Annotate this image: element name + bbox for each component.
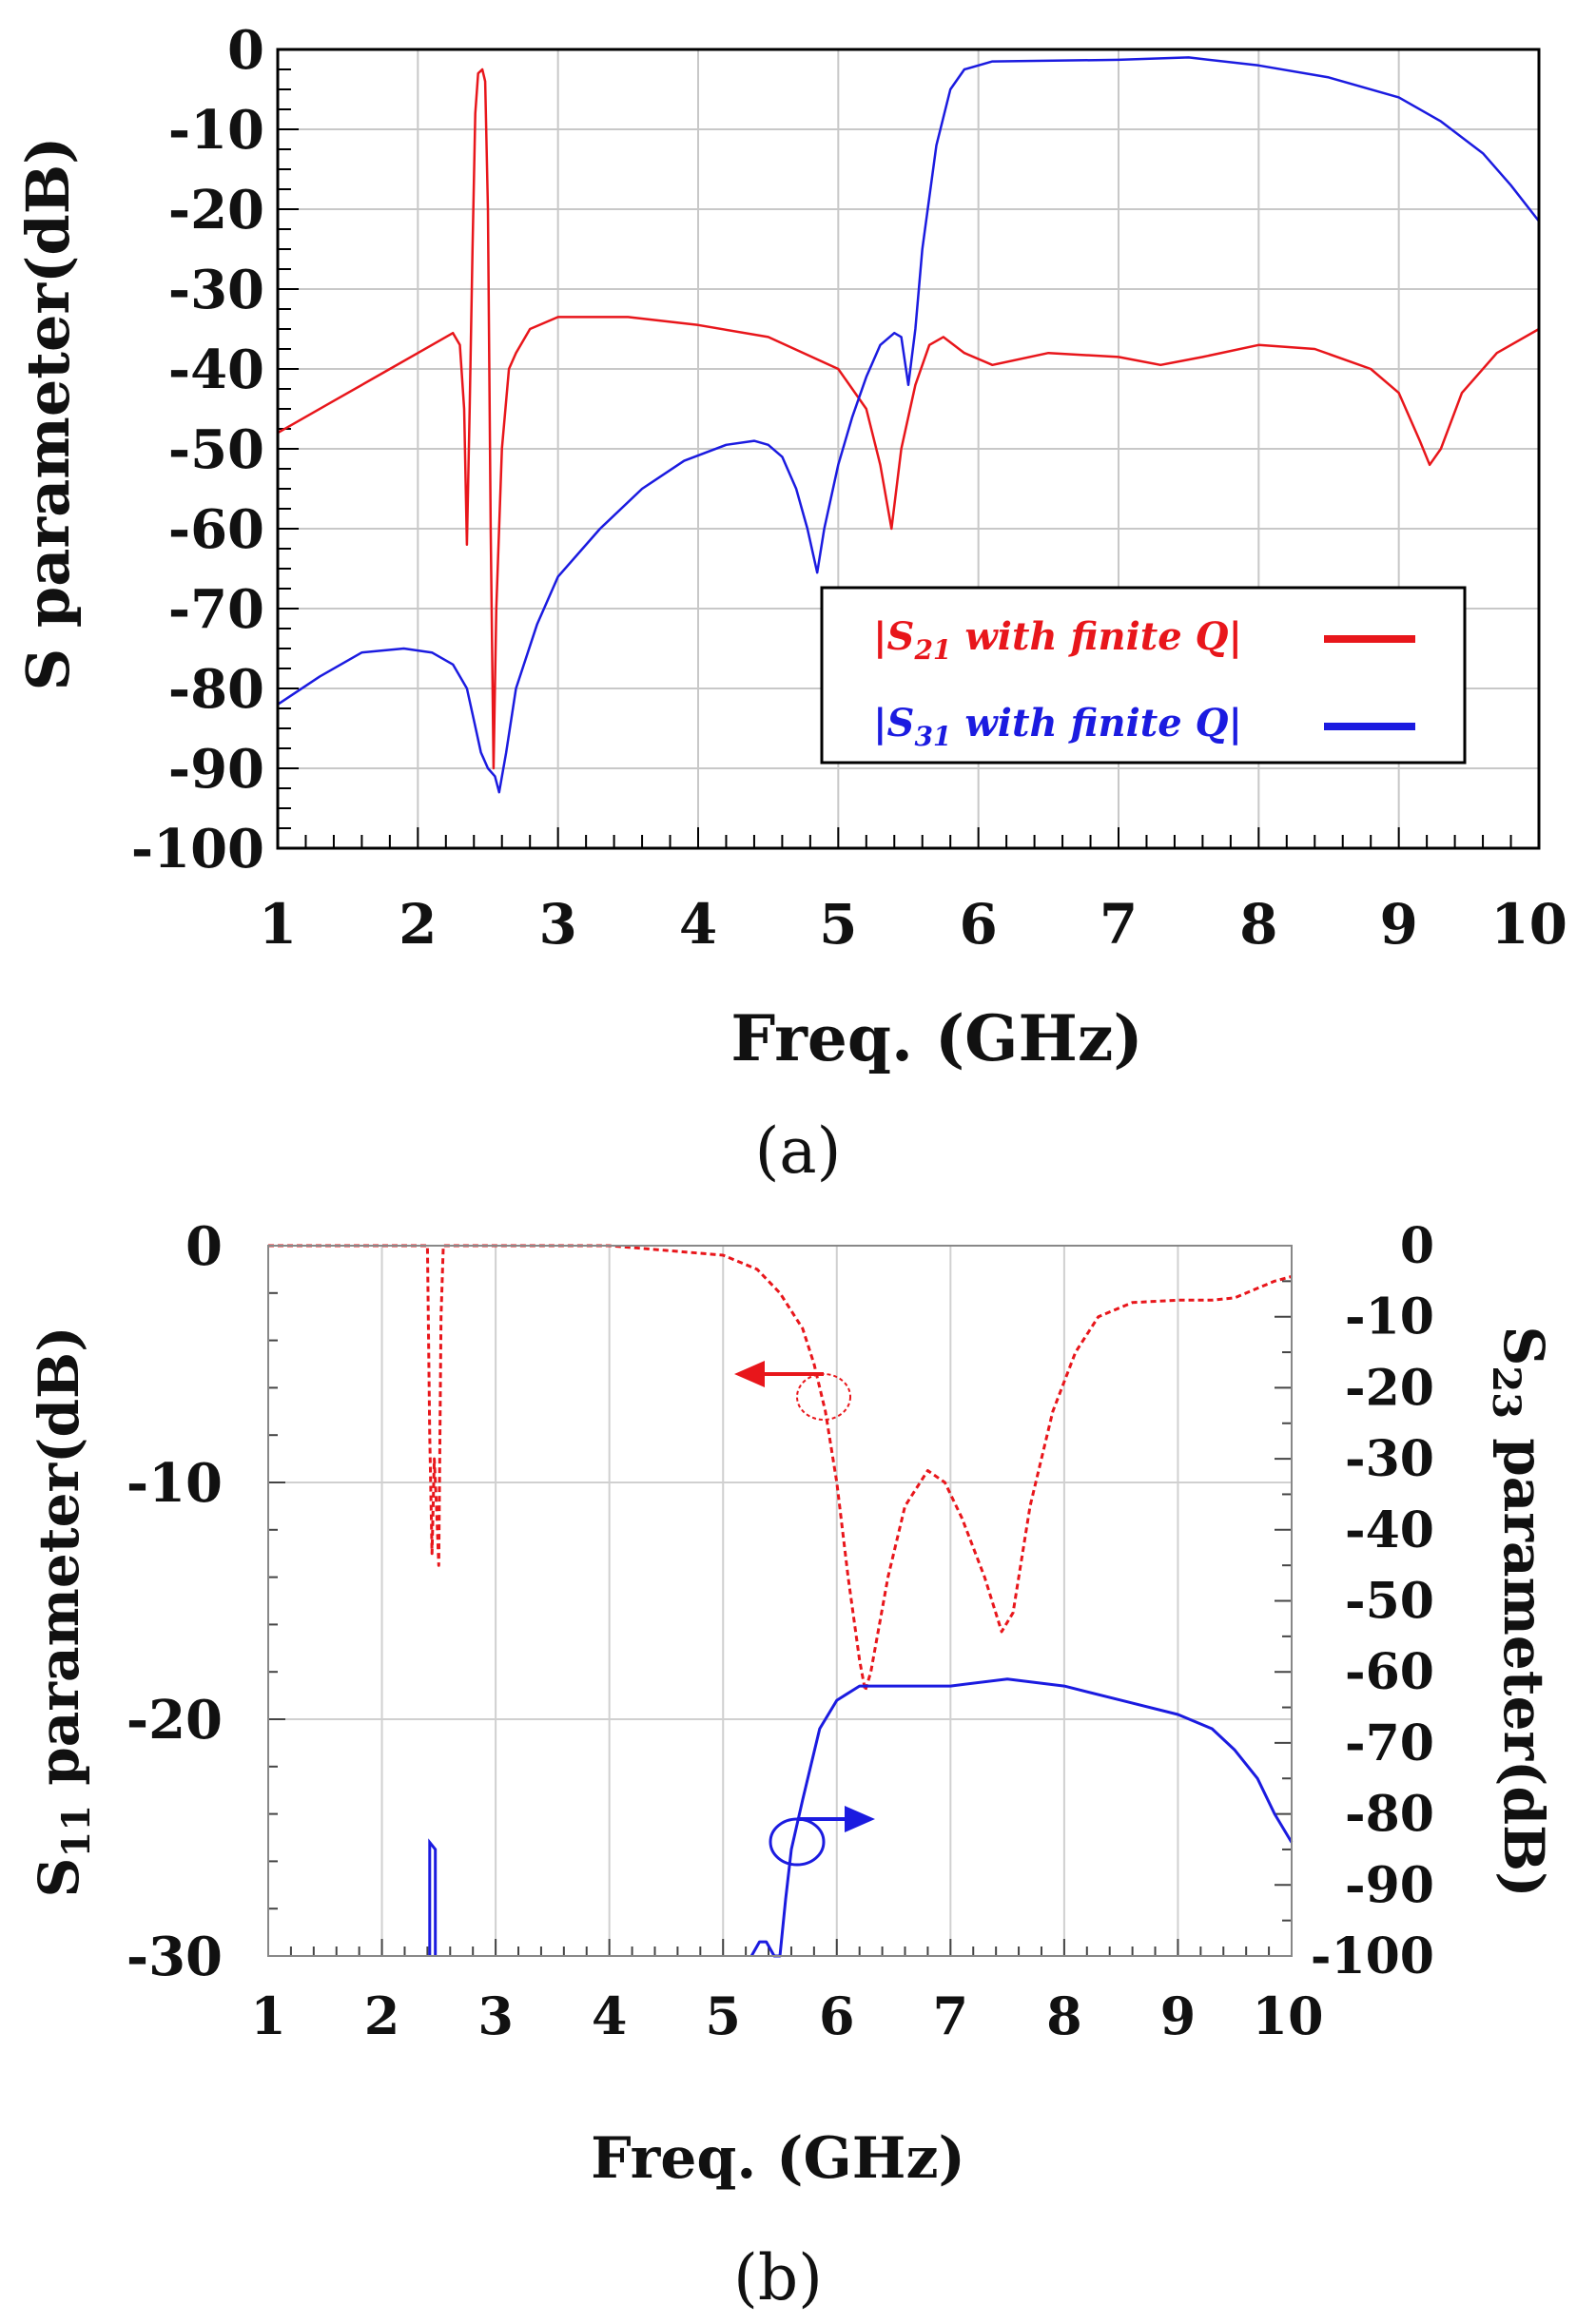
b-right-y-tick-label: -10	[1345, 1288, 1434, 1346]
b-x-tick-label: 6	[819, 1985, 855, 2046]
b-left-y-tick-label: -10	[127, 1452, 223, 1515]
b-right-y-tick-label: -20	[1345, 1359, 1434, 1417]
b-series-s11-line	[268, 1244, 1293, 1693]
caption-a: (a)	[755, 1114, 842, 1188]
b-left-y-tick-label: 0	[185, 1215, 223, 1278]
a-plot-frame	[276, 48, 1541, 850]
b-left-y-axis-title: S11 parameter(dB)	[27, 1326, 99, 1897]
b-left-y-tick-label: -20	[127, 1689, 223, 1752]
panel-a: 1 2 3 4 5 6 7 8 9 10 0 -10 -20 -30 -40 -50 -60 -70 -80 -90…	[13, 19, 1567, 1188]
b-x-tick-label: 7	[933, 1985, 969, 2046]
a-y-tick-label: -60	[168, 498, 264, 561]
b-right-y-tick-label: -30	[1345, 1430, 1434, 1488]
a-y-axis-title: S parameter(dB)	[13, 137, 83, 691]
b-x-tick-label: 9	[1160, 1985, 1197, 2046]
a-x-tick-label: 8	[1239, 892, 1277, 957]
b-right-y-tick-label: -80	[1345, 1786, 1434, 1844]
b-right-y-tick-label: -60	[1345, 1643, 1434, 1701]
a-series-lines	[277, 56, 1540, 794]
a-series-s31-line	[277, 56, 1540, 794]
caption-b: (b)	[733, 2241, 823, 2314]
b-right-y-tick-labels: 0 -10 -20 -30 -40 -50 -60 -70 -80 -90 -100	[1311, 1217, 1434, 1985]
a-x-axis-title: Freq. (GHz)	[730, 1001, 1142, 1075]
a-x-tick-label: 6	[959, 892, 997, 957]
b-x-tick-label: 5	[705, 1985, 741, 2046]
b-x-tick-label: 3	[477, 1985, 514, 2046]
b-right-y-tick-label: -50	[1345, 1573, 1434, 1631]
b-x-tick-label: 10	[1252, 1985, 1323, 2046]
a-x-tick-label: 1	[259, 892, 297, 957]
b-annotation-arrow-left-icon	[734, 1361, 765, 1387]
a-y-tick-label: -80	[168, 658, 264, 721]
a-x-tick-label: 7	[1100, 892, 1138, 957]
b-annotation-s23-axis	[769, 1806, 875, 1867]
b-annotation-s11-axis	[734, 1361, 851, 1421]
b-plot-frame	[267, 1245, 1293, 1957]
b-x-tick-label: 8	[1046, 1985, 1082, 2046]
a-x-tick-label: 5	[819, 892, 857, 957]
b-minor-ticks	[267, 1245, 1293, 1957]
a-minor-ticks	[277, 48, 1540, 849]
b-grid	[267, 1245, 1293, 1957]
a-legend: |S21 with finite Q| |S31 with finite Q|	[820, 586, 1467, 765]
a-y-tick-label: -20	[168, 179, 264, 242]
b-x-axis-title: Freq. (GHz)	[591, 2125, 965, 2192]
a-y-tick-label: -100	[131, 818, 264, 881]
b-x-tick-labels: 1 2 3 4 5 6 7 8 9 10	[250, 1985, 1323, 2046]
a-y-tick-label: -90	[168, 738, 264, 801]
b-x-tick-label: 2	[364, 1985, 400, 2046]
a-series-s21-line	[277, 68, 1540, 770]
a-y-tick-label: -70	[168, 578, 264, 641]
b-right-y-axis-title: S23 parameter(dB)	[1484, 1326, 1556, 1897]
a-x-tick-label: 10	[1490, 892, 1567, 957]
b-annotation-circle-red	[796, 1373, 851, 1421]
panel-b: 1 2 3 4 5 6 7 8 9 10 0 -10 -20 -30 0 -10 -20 -30 -40 -50 -…	[27, 1215, 1556, 2314]
a-legend-box	[820, 586, 1467, 765]
b-x-tick-label: 4	[592, 1985, 628, 2046]
a-y-tick-label: 0	[227, 19, 264, 82]
b-left-y-tick-labels: 0 -10 -20 -30	[127, 1215, 223, 1988]
a-y-tick-labels: 0 -10 -20 -30 -40 -50 -60 -70 -80 -90 -100	[131, 19, 264, 881]
a-y-tick-label: -40	[168, 339, 264, 401]
b-right-y-tick-label: -90	[1345, 1856, 1434, 1914]
b-right-y-tick-label: -100	[1311, 1927, 1434, 1985]
a-x-tick-label: 9	[1379, 892, 1417, 957]
a-y-tick-label: -30	[168, 259, 264, 321]
b-left-y-tick-label: -30	[127, 1926, 223, 1988]
a-legend-label-s31: |S31 with finite Q|	[873, 701, 1242, 752]
a-x-tick-label: 3	[538, 892, 576, 957]
a-x-tick-label: 2	[399, 892, 437, 957]
a-x-tick-labels: 1 2 3 4 5 6 7 8 9 10	[259, 892, 1567, 957]
a-x-tick-label: 4	[679, 892, 717, 957]
a-legend-label-s21: |S21 with finite Q|	[873, 614, 1242, 666]
a-y-tick-label: -10	[168, 99, 264, 162]
b-series-s23-spike	[428, 1838, 438, 1956]
b-annotation-arrow-right-icon	[845, 1806, 875, 1832]
b-series-lines	[268, 1244, 1294, 1958]
a-y-tick-label: -50	[168, 418, 264, 481]
b-x-tick-label: 1	[250, 1985, 286, 2046]
b-right-y-tick-label: -40	[1345, 1501, 1434, 1559]
b-right-y-tick-label: -70	[1345, 1714, 1434, 1772]
b-right-y-tick-label: 0	[1400, 1217, 1434, 1275]
